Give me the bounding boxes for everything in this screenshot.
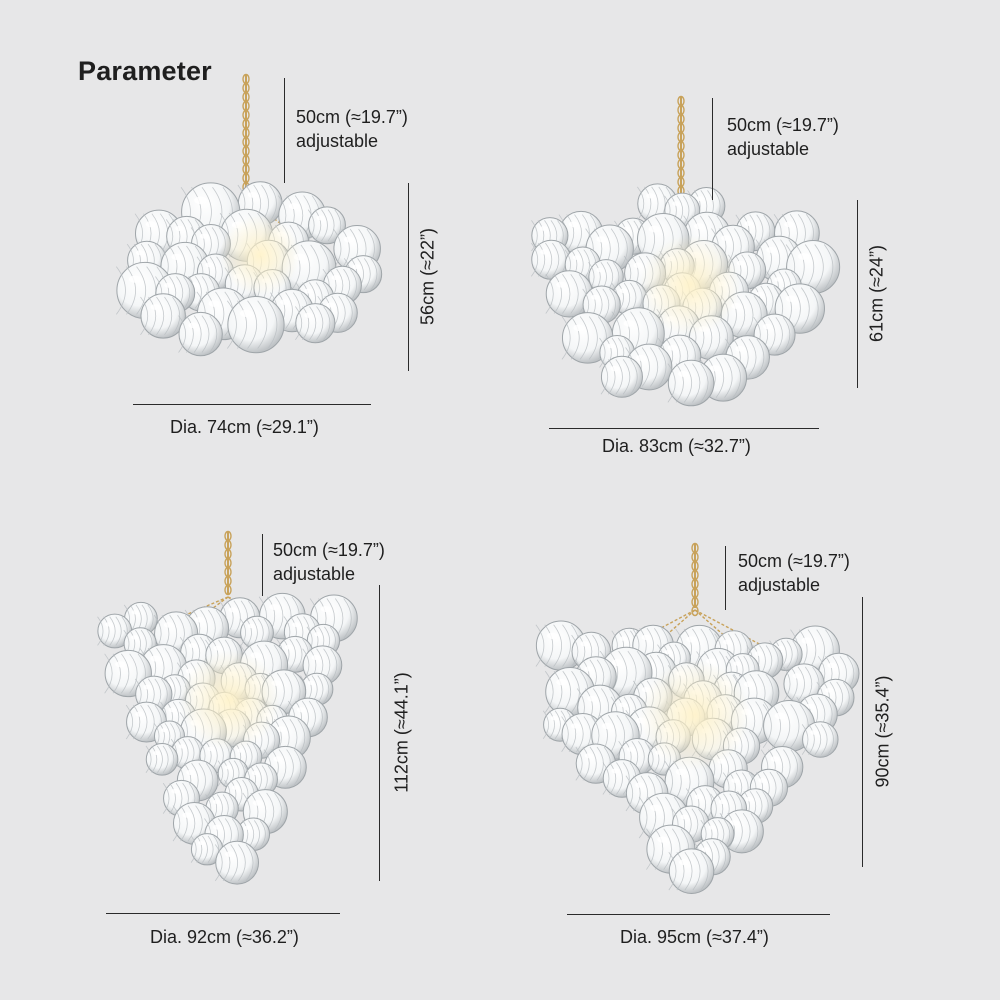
chain-length-label: 50cm (≈19.7”) adjustable [738,549,850,597]
diameter-dimension-line [106,913,340,914]
height-label: 61cm (≈24”) [866,245,887,342]
height-dimension-line [379,585,380,881]
chain-length-value: 50cm (≈19.7”) [296,107,408,127]
height-dimension-line [408,183,409,371]
chain-length-label: 50cm (≈19.7”) adjustable [727,113,839,161]
diameter-dimension-line [567,914,830,915]
chain-dimension-line [284,78,285,183]
height-label: 90cm (≈35.4”) [872,675,893,788]
diameter-label: Dia. 92cm (≈36.2”) [150,927,299,947]
chain-adjustable-note: adjustable [727,139,810,159]
chain-adjustable-note: adjustable [296,131,379,151]
chain-dimension-line [725,546,726,610]
chain-length-value: 50cm (≈19.7”) [727,115,839,135]
chain-length-value: 50cm (≈19.7”) [738,551,850,571]
chain-length-label: 50cm (≈19.7”) adjustable [296,105,408,153]
chain-length-value: 50cm (≈19.7”) [273,540,385,560]
chain-dimension-line [712,98,713,200]
diameter-dimension-line [549,428,819,429]
diameter-label: Dia. 74cm (≈29.1”) [170,417,319,437]
height-dimension-line [862,597,863,867]
height-dimension-line [857,200,858,388]
height-label: 56cm (≈22”) [417,228,438,325]
height-label: 112cm (≈44.1”) [391,672,412,793]
chain-adjustable-note: adjustable [273,564,356,584]
diameter-label: Dia. 83cm (≈32.7”) [602,436,751,456]
chain-length-label: 50cm (≈19.7”) adjustable [273,538,385,586]
chain-dimension-line [262,534,263,596]
diameter-dimension-line [133,404,371,405]
page-title: Parameter [78,56,212,86]
diameter-label: Dia. 95cm (≈37.4”) [620,927,769,947]
chain-adjustable-note: adjustable [738,575,821,595]
